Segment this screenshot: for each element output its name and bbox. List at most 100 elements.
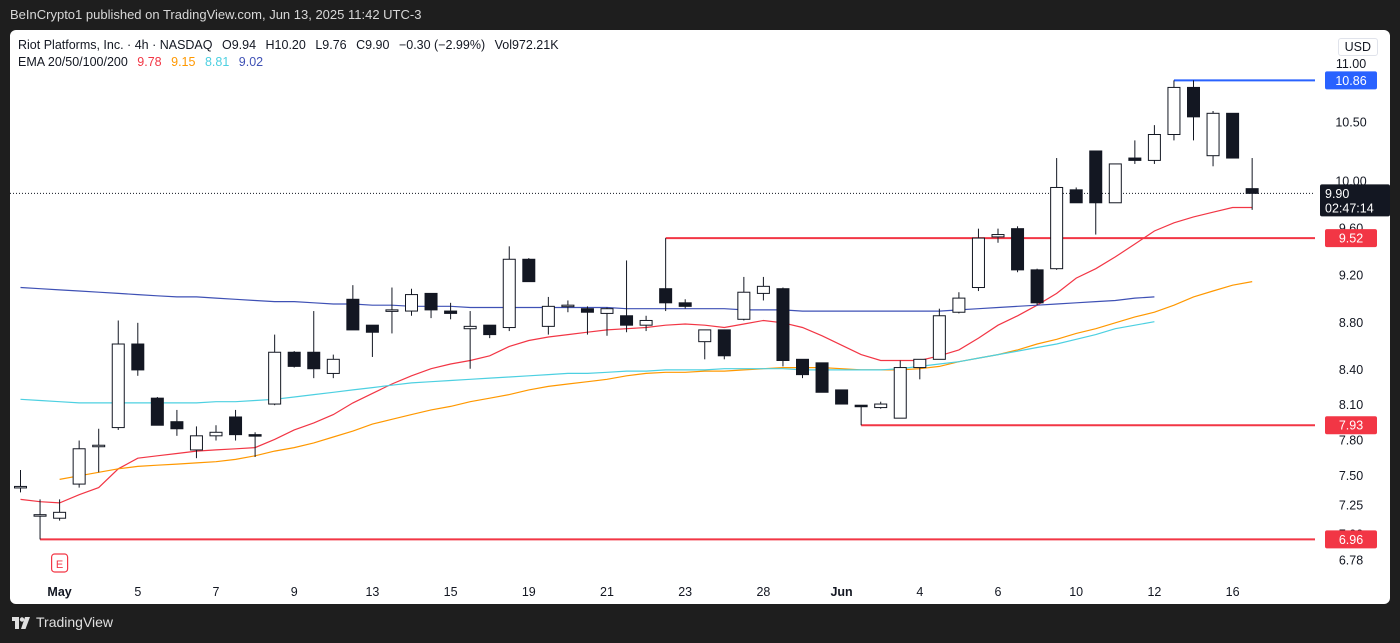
x-tick-label: 15 [444, 585, 458, 599]
x-tick-label: 19 [522, 585, 536, 599]
chart-legend: Riot Platforms, Inc. · 4h · NASDAQ O9.94… [18, 37, 559, 71]
price-level-label: 9.52 [1339, 232, 1363, 246]
candle-body [424, 292, 438, 311]
candle-body [365, 324, 379, 333]
candle-body [1147, 134, 1161, 161]
earnings-marker-label: E [56, 559, 63, 571]
y-tick-label: 9.20 [1339, 269, 1363, 283]
candle-body [541, 305, 555, 327]
candle-body [131, 343, 145, 371]
candle-body [326, 358, 340, 374]
footer-bar: TradingView [0, 604, 1400, 641]
candle-body [150, 397, 164, 426]
y-tick-label: 8.10 [1339, 398, 1363, 412]
volume-value: Vol972.21K [494, 38, 559, 52]
y-tick-label: 7.80 [1339, 434, 1363, 448]
ema-line [20, 206, 1253, 504]
y-tick-label: 10.50 [1335, 116, 1366, 130]
price-level-tag [1325, 229, 1377, 248]
candle-body [405, 294, 418, 312]
candle-body [1108, 163, 1122, 204]
candle-body [483, 324, 497, 336]
candle-body [1050, 186, 1064, 270]
x-tick-label: 5 [134, 585, 141, 599]
price-level-label: 10.86 [1335, 74, 1366, 88]
candle-body [72, 448, 86, 485]
candle-body [248, 434, 262, 437]
x-tick-label: May [47, 585, 71, 599]
candle-body [639, 319, 653, 326]
price-level-label: 7.93 [1339, 419, 1363, 433]
ema50-value: 9.15 [171, 55, 196, 69]
candle-body [287, 351, 301, 367]
y-tick-label: 8.80 [1339, 316, 1363, 330]
candle-body [1128, 157, 1142, 161]
x-tick-label: 23 [678, 585, 692, 599]
close-value: C9.90 [356, 38, 390, 52]
candle-body [952, 297, 966, 313]
tradingview-logo[interactable]: TradingView [12, 604, 113, 641]
candle-body [717, 329, 731, 357]
candle-body [444, 310, 458, 314]
y-tick-label: 7.25 [1339, 498, 1363, 512]
candle-body [1245, 188, 1259, 194]
brand-name: TradingView [36, 614, 114, 630]
y-tick-label: 6.78 [1339, 554, 1363, 568]
candle-body [522, 258, 536, 283]
candle-body [756, 285, 770, 294]
low-value: L9.76 [315, 38, 347, 52]
candle-body [854, 404, 868, 408]
candle-body [698, 329, 712, 343]
candle-body [776, 288, 790, 361]
candle-body [307, 351, 321, 370]
y-tick-label: 7.50 [1339, 469, 1363, 483]
ema-line [20, 321, 1155, 404]
candlestick-chart[interactable]: 11.0010.5010.009.609.208.808.408.107.807… [10, 30, 1390, 604]
candle-body [678, 302, 692, 307]
candle-body [385, 309, 399, 312]
x-tick-label: 12 [1147, 585, 1161, 599]
x-tick-label: 21 [600, 585, 614, 599]
candle-body [111, 343, 125, 429]
y-tick-label: 11.00 [1336, 57, 1366, 71]
candle-body [932, 315, 946, 360]
last-price-label: 9.90 [1325, 187, 1349, 201]
x-tick-label: 9 [291, 585, 298, 599]
candle-body [561, 304, 575, 308]
candle-body [53, 511, 67, 519]
candle-body [913, 358, 927, 369]
last-price-tag [1320, 184, 1390, 217]
candle-body [1226, 112, 1240, 159]
candle-body [268, 351, 282, 405]
x-tick-label: 28 [756, 585, 770, 599]
change-value: −0.30 (−2.99%) [398, 38, 486, 52]
price-level-label: 6.96 [1339, 533, 1363, 547]
ema-label: EMA 20/50/100/200 [18, 55, 128, 69]
tradingview-logo-icon [12, 616, 30, 629]
x-tick-label: 10 [1069, 585, 1083, 599]
currency-label[interactable]: USD [1337, 38, 1378, 56]
candle-body [463, 325, 477, 330]
x-tick-label: 13 [365, 585, 379, 599]
candle-body [1167, 86, 1181, 136]
x-tick-label: Jun [830, 585, 852, 599]
y-tick-label: 8.40 [1339, 363, 1363, 377]
ohlc-row: Riot Platforms, Inc. · 4h · NASDAQ O9.94… [18, 37, 559, 54]
candle-body [189, 435, 203, 451]
x-tick-label: 7 [213, 585, 220, 599]
ema20-value: 9.78 [137, 55, 162, 69]
price-level-tag [1325, 71, 1377, 90]
earnings-marker [50, 553, 69, 573]
candle-body [991, 234, 1005, 238]
candle-body [14, 485, 27, 489]
chart-panel[interactable]: 11.00 10.50 10.00 9.60 9.20 8.80 8.40 8.10 7.80 7… [10, 30, 1390, 604]
high-value: H10.20 [265, 38, 306, 52]
candle-body [170, 421, 184, 430]
price-level-tag [1325, 416, 1377, 435]
ema-row: EMA 20/50/100/200 9.78 9.15 8.81 9.02 [18, 54, 559, 71]
candle-body [33, 514, 47, 517]
x-tick-label: 4 [916, 585, 923, 599]
candle-body [893, 367, 907, 419]
ema200-value: 9.02 [238, 55, 264, 69]
candle-body [1206, 112, 1220, 157]
